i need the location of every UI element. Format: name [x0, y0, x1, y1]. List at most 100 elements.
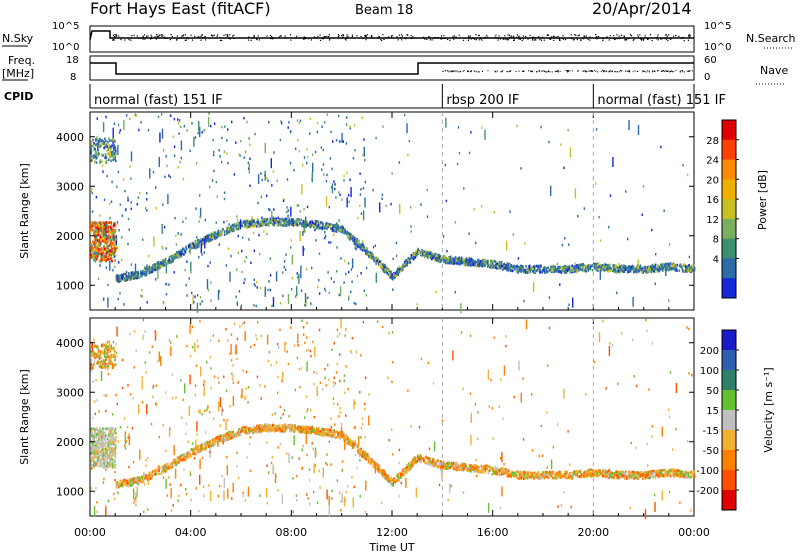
nsearch-point [626, 38, 628, 41]
nsearch-point [428, 36, 430, 38]
nsearch-trace [112, 34, 691, 42]
power-noise-point [360, 212, 363, 215]
power-noise-point [109, 150, 112, 153]
power-noise-point [173, 145, 176, 148]
velocity-echo-point [250, 430, 252, 433]
power-echo-point [686, 270, 688, 273]
power-near-range-point [108, 234, 110, 237]
nave-point [681, 70, 683, 72]
power-echo-point [147, 267, 149, 271]
power-near-range-point [94, 244, 96, 247]
nave-point [632, 71, 634, 73]
nsearch-point [681, 37, 683, 40]
nsky-trace [89, 30, 694, 41]
power-noise-point [130, 263, 133, 266]
power-echo-point [169, 261, 171, 264]
power-noise-point [186, 294, 188, 297]
power-near-range-point [106, 251, 108, 254]
power-noise-point [237, 234, 239, 238]
power-noise-point [259, 286, 262, 290]
power-noise-point [651, 228, 653, 232]
power-echo-point [136, 276, 138, 280]
nsearch-point [574, 34, 576, 36]
power-echo-point [241, 224, 243, 227]
nsearch-point [184, 34, 186, 36]
velocity-echo-point [547, 476, 550, 480]
nave-point [616, 71, 618, 73]
cpid-segments: normal (fast) 151 IF rbsp 200 IF normal (f… [94, 84, 726, 108]
power-echo-point [496, 266, 498, 270]
power-noise-point [290, 130, 292, 133]
power-echo-point [234, 222, 236, 226]
nsearch-point [390, 35, 393, 37]
power-echo-point [209, 237, 212, 240]
power-noise-point [155, 207, 158, 210]
nsearch-point [447, 38, 449, 41]
power-echo-point [602, 268, 604, 271]
power-noise-point [228, 223, 230, 226]
power-noise-point [180, 156, 182, 160]
nave-point [502, 70, 504, 72]
power-noise-point [349, 126, 351, 130]
nsearch-point [270, 37, 272, 40]
nsearch-point [441, 37, 443, 40]
nave-point [481, 70, 483, 72]
power-echo-point [115, 278, 117, 281]
nsearch-point [557, 35, 559, 38]
nave-point [585, 71, 587, 73]
power-echo-point [520, 268, 523, 271]
power-noise-point [362, 187, 365, 190]
power-noise-point [392, 288, 394, 291]
power-echo-point [379, 266, 382, 269]
power-noise-point [172, 135, 174, 138]
power-echo-point [212, 232, 214, 236]
nsearch-point [253, 36, 255, 38]
nsearch-point [474, 38, 476, 40]
power-echo-point [570, 271, 572, 274]
power-echo-point [193, 242, 195, 246]
power-noise-point [272, 216, 274, 220]
power-echo-point [140, 272, 143, 275]
power-noise-point [199, 302, 201, 306]
nave-point [452, 70, 454, 72]
power-noise-point [435, 290, 437, 294]
power-echo-point [295, 221, 297, 224]
nave-point [568, 70, 569, 72]
nsearch-point [637, 36, 639, 38]
power-noise-point [516, 124, 518, 128]
power-near-range-point [93, 231, 95, 235]
power-echo-point [262, 224, 264, 227]
power-far-range-point [90, 140, 93, 144]
power-echo-point [269, 221, 272, 224]
power-echo-point [116, 276, 119, 280]
nave-point [541, 70, 543, 72]
power-echo-point [416, 253, 419, 257]
power-far-range-point [114, 149, 117, 153]
power-echo-point [492, 265, 494, 269]
power-echo-point [393, 276, 396, 280]
nave-point [538, 70, 540, 72]
velocity-echo-point [167, 462, 169, 466]
power-noise-point [244, 260, 246, 263]
power-near-range-point [90, 230, 92, 234]
power-far-range-point [105, 144, 108, 147]
power-echo-point [454, 260, 457, 264]
nsearch-point [138, 37, 140, 39]
power-echo-point [254, 224, 256, 228]
nsearch-point [507, 34, 509, 36]
power-near-range-point [97, 230, 100, 233]
power-echo-point [688, 269, 691, 273]
power-noise-point [320, 146, 322, 149]
power-echo-point [382, 268, 385, 272]
power-noise-point [216, 195, 218, 198]
power-noise-point [146, 192, 148, 195]
nave-point [442, 70, 444, 72]
power-noise-point [382, 125, 384, 128]
power-echo-point [176, 253, 178, 257]
nsearch-point [256, 38, 258, 40]
power-echo-point [355, 238, 357, 242]
power-far-range-point [97, 154, 99, 157]
power-echo-point [292, 223, 294, 227]
nsearch-point [630, 35, 632, 37]
power-noise-point [338, 219, 340, 222]
